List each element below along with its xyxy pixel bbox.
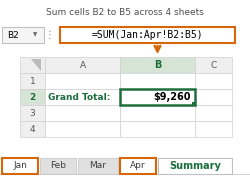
- Bar: [45, 89, 120, 105]
- Bar: [2, 158, 38, 174]
- Text: 1: 1: [30, 76, 35, 85]
- Bar: [120, 158, 156, 174]
- Bar: [40, 158, 76, 174]
- Bar: [45, 73, 120, 89]
- Bar: [194, 105, 231, 121]
- Bar: [20, 89, 45, 105]
- Bar: [194, 89, 231, 105]
- Bar: [120, 105, 194, 121]
- Text: Sum cells B2 to B5 across 4 sheets: Sum cells B2 to B5 across 4 sheets: [46, 8, 203, 17]
- Bar: [20, 73, 45, 89]
- Bar: [194, 121, 231, 137]
- Bar: [60, 27, 234, 43]
- Text: 3: 3: [30, 108, 35, 117]
- Text: B2: B2: [7, 30, 19, 39]
- Bar: [191, 102, 195, 106]
- Text: Jan: Jan: [13, 162, 27, 171]
- Text: Feb: Feb: [50, 162, 66, 171]
- Text: Mar: Mar: [89, 162, 106, 171]
- Bar: [194, 57, 231, 73]
- Text: Summary: Summary: [168, 161, 220, 171]
- Text: =SUM(Jan:Apr!B2:B5): =SUM(Jan:Apr!B2:B5): [91, 30, 202, 40]
- Bar: [120, 121, 194, 137]
- Bar: [20, 121, 45, 137]
- Bar: [120, 89, 194, 105]
- Text: B: B: [153, 60, 160, 70]
- Bar: [20, 57, 45, 73]
- Bar: [120, 89, 194, 105]
- Text: 4: 4: [30, 125, 35, 134]
- Text: A: A: [79, 61, 85, 70]
- Bar: [78, 158, 118, 174]
- Polygon shape: [31, 59, 41, 71]
- Bar: [45, 57, 120, 73]
- Text: Apr: Apr: [130, 162, 145, 171]
- Bar: [157, 158, 231, 174]
- Bar: [45, 105, 120, 121]
- Text: C: C: [210, 61, 216, 70]
- Bar: [20, 105, 45, 121]
- Bar: [2, 27, 44, 43]
- Bar: [20, 57, 231, 137]
- Text: ▼: ▼: [33, 33, 37, 38]
- Bar: [194, 73, 231, 89]
- Bar: [45, 121, 120, 137]
- Text: 2: 2: [29, 93, 35, 102]
- Text: Grand Total:: Grand Total:: [48, 93, 110, 102]
- Bar: [120, 57, 194, 73]
- Bar: [120, 73, 194, 89]
- Text: $9,260: $9,260: [153, 92, 190, 102]
- Text: ⋮: ⋮: [45, 30, 55, 40]
